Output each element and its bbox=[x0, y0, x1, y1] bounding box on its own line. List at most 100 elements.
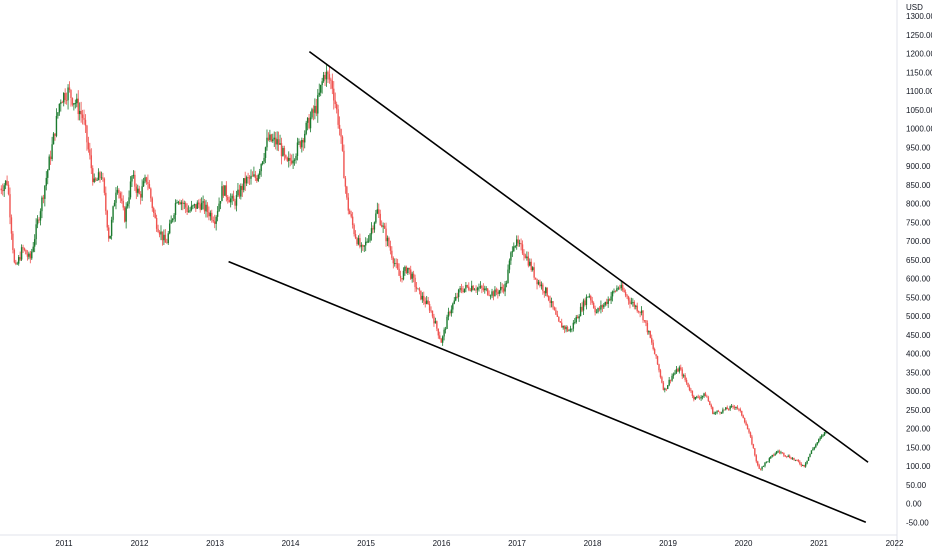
candle bbox=[793, 457, 795, 461]
candle bbox=[434, 317, 437, 324]
candle bbox=[77, 90, 79, 121]
candle bbox=[154, 209, 156, 219]
candle bbox=[674, 370, 676, 375]
candle bbox=[581, 302, 583, 313]
candle bbox=[642, 309, 644, 323]
candle bbox=[585, 294, 588, 310]
candle bbox=[169, 219, 171, 235]
candle bbox=[420, 290, 422, 301]
candle bbox=[245, 175, 248, 187]
candle bbox=[523, 249, 525, 261]
candle bbox=[569, 325, 572, 333]
candle bbox=[722, 407, 724, 414]
candle bbox=[331, 73, 334, 95]
candle bbox=[433, 313, 435, 327]
candle bbox=[12, 231, 14, 254]
candle bbox=[608, 298, 611, 302]
candle bbox=[0, 185, 2, 195]
candle bbox=[180, 200, 183, 211]
candle bbox=[401, 277, 403, 283]
candle bbox=[150, 187, 152, 202]
candle bbox=[777, 449, 779, 453]
candle bbox=[502, 284, 505, 294]
y-tick-label: 900.00 bbox=[906, 162, 931, 171]
candle bbox=[182, 198, 184, 211]
candle bbox=[388, 236, 390, 248]
candle bbox=[340, 128, 342, 144]
candle bbox=[565, 325, 567, 333]
candle bbox=[25, 249, 27, 255]
candle bbox=[505, 280, 508, 288]
candle bbox=[118, 188, 120, 199]
candle bbox=[225, 181, 228, 202]
candle bbox=[743, 417, 746, 424]
candle bbox=[324, 71, 326, 86]
candle bbox=[232, 190, 235, 202]
candle bbox=[55, 108, 58, 138]
candle bbox=[555, 307, 557, 316]
candle bbox=[334, 92, 336, 109]
candle bbox=[786, 456, 788, 459]
y-tick-label: 650.00 bbox=[906, 256, 931, 265]
candle bbox=[604, 301, 606, 307]
candle bbox=[563, 325, 566, 334]
candle bbox=[764, 462, 766, 468]
candle bbox=[222, 184, 225, 198]
y-tick-label: 450.00 bbox=[906, 331, 931, 340]
candle bbox=[293, 158, 296, 166]
candle bbox=[383, 222, 386, 229]
y-tick-label: 400.00 bbox=[906, 350, 931, 359]
candle bbox=[315, 98, 318, 117]
x-tick-label: 2021 bbox=[810, 539, 828, 548]
candle bbox=[558, 316, 560, 323]
candle bbox=[539, 279, 541, 288]
candle bbox=[389, 240, 392, 255]
candle bbox=[697, 394, 699, 399]
candle bbox=[176, 199, 178, 204]
candle bbox=[39, 208, 42, 226]
candle bbox=[349, 208, 351, 215]
y-tick-label: 850.00 bbox=[906, 181, 931, 190]
candle bbox=[58, 103, 61, 116]
trendline-lower[interactable] bbox=[228, 260, 867, 523]
candle bbox=[402, 267, 405, 281]
candle bbox=[804, 461, 807, 468]
candle bbox=[510, 251, 512, 265]
candle bbox=[376, 202, 379, 215]
candle bbox=[816, 442, 818, 446]
candle bbox=[365, 237, 367, 252]
y-tick-label: 50.00 bbox=[906, 481, 927, 490]
candle bbox=[450, 305, 453, 317]
candle bbox=[661, 375, 663, 384]
candle bbox=[767, 461, 769, 463]
candle bbox=[4, 180, 7, 190]
y-tick-label: 800.00 bbox=[906, 200, 931, 209]
candle bbox=[119, 191, 122, 204]
candle bbox=[94, 177, 97, 182]
candle bbox=[414, 274, 416, 293]
candle bbox=[754, 448, 756, 457]
y-tick-label: -50.00 bbox=[906, 518, 929, 527]
candle bbox=[707, 395, 710, 402]
candle bbox=[398, 263, 400, 276]
candle bbox=[719, 411, 721, 415]
candle bbox=[31, 248, 33, 260]
candle bbox=[354, 230, 357, 240]
candle bbox=[771, 454, 773, 458]
candle bbox=[335, 101, 338, 114]
candle bbox=[511, 246, 514, 257]
candle bbox=[145, 176, 148, 185]
candle bbox=[304, 130, 306, 149]
y-tick-label: 1050.00 bbox=[906, 106, 932, 115]
trendline-upper[interactable] bbox=[308, 50, 869, 463]
candle bbox=[550, 297, 553, 308]
candle bbox=[347, 193, 349, 215]
candle bbox=[312, 105, 315, 121]
candle bbox=[768, 457, 771, 463]
candle bbox=[738, 408, 740, 412]
candle bbox=[87, 136, 90, 153]
y-tick-label: 750.00 bbox=[906, 218, 931, 227]
candle bbox=[228, 196, 230, 203]
candle bbox=[552, 301, 554, 310]
candle bbox=[272, 133, 274, 143]
